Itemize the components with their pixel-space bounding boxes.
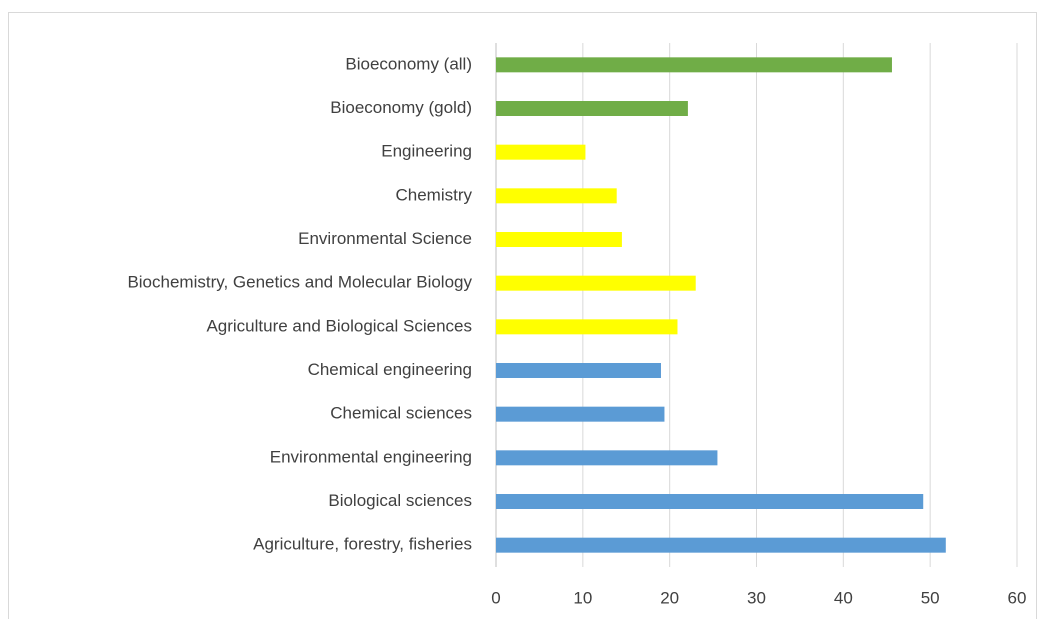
bar — [496, 494, 924, 509]
x-tick-label: 50 — [921, 588, 940, 607]
y-tick-label: Chemistry — [395, 185, 472, 204]
bar — [496, 57, 892, 73]
y-tick-label: Agriculture, forestry, fisheries — [253, 535, 472, 554]
bar — [496, 537, 946, 553]
bar — [496, 363, 661, 378]
y-tick-label: Bioeconomy (gold) — [330, 98, 472, 117]
bar — [496, 232, 622, 247]
y-tick-label: Biological sciences — [328, 491, 472, 510]
y-tick-label: Environmental engineering — [270, 447, 472, 466]
bar — [496, 319, 678, 335]
x-tick-label: 40 — [834, 588, 853, 607]
y-tick-label: Biochemistry, Genetics and Molecular Bio… — [127, 273, 472, 292]
chart-border — [8, 12, 1037, 619]
x-tick-label: 60 — [1008, 588, 1027, 607]
bar — [496, 144, 586, 160]
bar — [496, 101, 688, 116]
bar — [496, 275, 696, 291]
bar — [496, 188, 617, 204]
y-tick-label: Chemical engineering — [308, 360, 472, 379]
bar — [496, 450, 718, 466]
y-tick-label: Agriculture and Biological Sciences — [206, 316, 472, 335]
bar — [496, 406, 665, 422]
x-tick-label: 0 — [491, 588, 500, 607]
y-tick-label: Bioeconomy (all) — [345, 54, 472, 73]
x-tick-label: 30 — [747, 588, 766, 607]
y-tick-label: Environmental Science — [298, 229, 472, 248]
y-tick-label: Engineering — [381, 142, 472, 161]
x-tick-label: 20 — [660, 588, 679, 607]
y-tick-label: Chemical sciences — [330, 404, 472, 423]
x-tick-label: 10 — [573, 588, 592, 607]
